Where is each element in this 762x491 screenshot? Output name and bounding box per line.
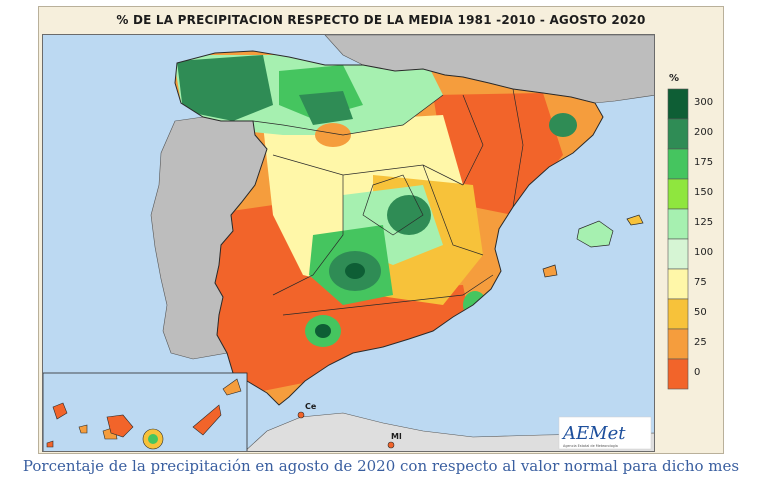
legend-swatch-0 <box>667 358 689 390</box>
legend-label-100: 100 <box>694 247 713 258</box>
figure-caption: Porcentaje de la precipitación en agosto… <box>22 457 740 475</box>
legend-label-50: 50 <box>694 307 707 318</box>
legend-swatch-300 <box>667 88 689 120</box>
ceuta-label: Ce <box>305 402 317 411</box>
aemet-logo: AEMet Agencia Estatal de Meteorología <box>558 416 652 450</box>
legend: % 300 200 175 150 125 100 75 50 25 0 <box>665 73 720 413</box>
legend-label-300: 300 <box>694 97 713 108</box>
melilla-marker <box>387 441 395 449</box>
legend-unit: % <box>669 73 680 84</box>
aemet-logo-text: AEMet <box>561 423 626 444</box>
legend-swatch-50 <box>667 298 689 330</box>
map-title: % DE LA PRECIPITACION RESPECTO DE LA MED… <box>116 13 646 27</box>
legend-label-125: 125 <box>694 217 713 228</box>
ceuta-marker <box>297 411 305 419</box>
canary-inset <box>43 372 248 451</box>
precipitation-map: Ce Ml AEMet Agencia Estatal de Meteorolo… <box>42 34 655 452</box>
legend-swatch-75 <box>667 268 689 300</box>
regional-borders <box>252 88 524 316</box>
legend-label-0: 0 <box>694 367 700 378</box>
spain-outline <box>174 50 604 406</box>
north-africa <box>244 412 654 451</box>
balearic-islands <box>542 214 644 278</box>
legend-scale: 300 200 175 150 125 100 75 50 25 0 <box>667 88 713 390</box>
legend-label-25: 25 <box>694 337 707 348</box>
legend-swatch-175 <box>667 148 689 180</box>
legend-label-150: 150 <box>694 187 713 198</box>
legend-label-200: 200 <box>694 127 713 138</box>
legend-swatch-200 <box>667 118 689 150</box>
legend-swatch-25 <box>667 328 689 360</box>
aemet-logo-subtitle: Agencia Estatal de Meteorología <box>563 444 618 448</box>
legend-label-175: 175 <box>694 157 713 168</box>
legend-swatch-100 <box>667 238 689 270</box>
melilla-label: Ml <box>391 432 402 441</box>
map-frame: % DE LA PRECIPITACION RESPECTO DE LA MED… <box>38 6 724 454</box>
map-svg: Ce Ml AEMet Agencia Estatal de Meteorolo… <box>43 35 654 451</box>
legend-label-75: 75 <box>694 277 707 288</box>
legend-swatch-150 <box>667 178 689 210</box>
legend-swatch-125 <box>667 208 689 240</box>
